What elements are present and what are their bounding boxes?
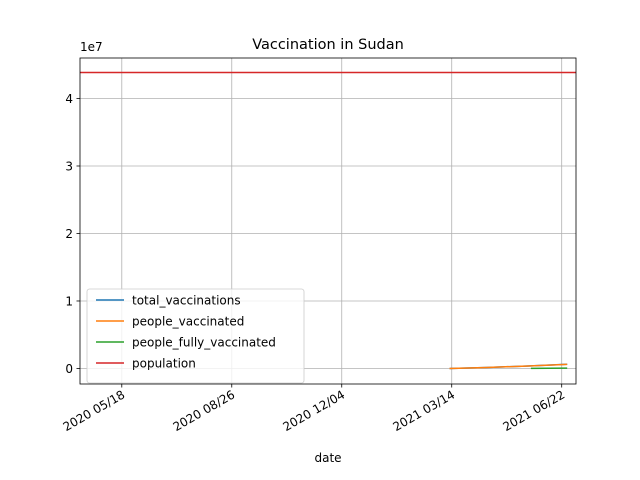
x-axis-label: date	[314, 451, 341, 465]
legend-box	[86, 288, 305, 384]
y-axis-offset-label: 1e7	[80, 40, 103, 54]
y-tick-label: 3	[65, 159, 73, 173]
legend-label: population	[132, 356, 196, 370]
series-lines	[80, 71, 576, 370]
legend-label: people_fully_vaccinated	[132, 335, 276, 349]
chart-title: Vaccination in Sudan	[252, 37, 404, 53]
legend: total_vaccinations people_vaccinatedpeopl…	[86, 288, 305, 384]
grid	[80, 58, 576, 384]
series-line-people-vaccinated	[449, 363, 568, 370]
legend-label: total_vaccinations	[132, 293, 241, 307]
y-tick-label: 4	[65, 92, 73, 106]
y-tick-label: 1	[65, 294, 73, 308]
y-tick-label: 0	[65, 362, 73, 376]
plot-frame	[79, 57, 577, 385]
legend-label: people_vaccinated	[132, 314, 244, 328]
y-tick-label: 2	[65, 227, 73, 241]
